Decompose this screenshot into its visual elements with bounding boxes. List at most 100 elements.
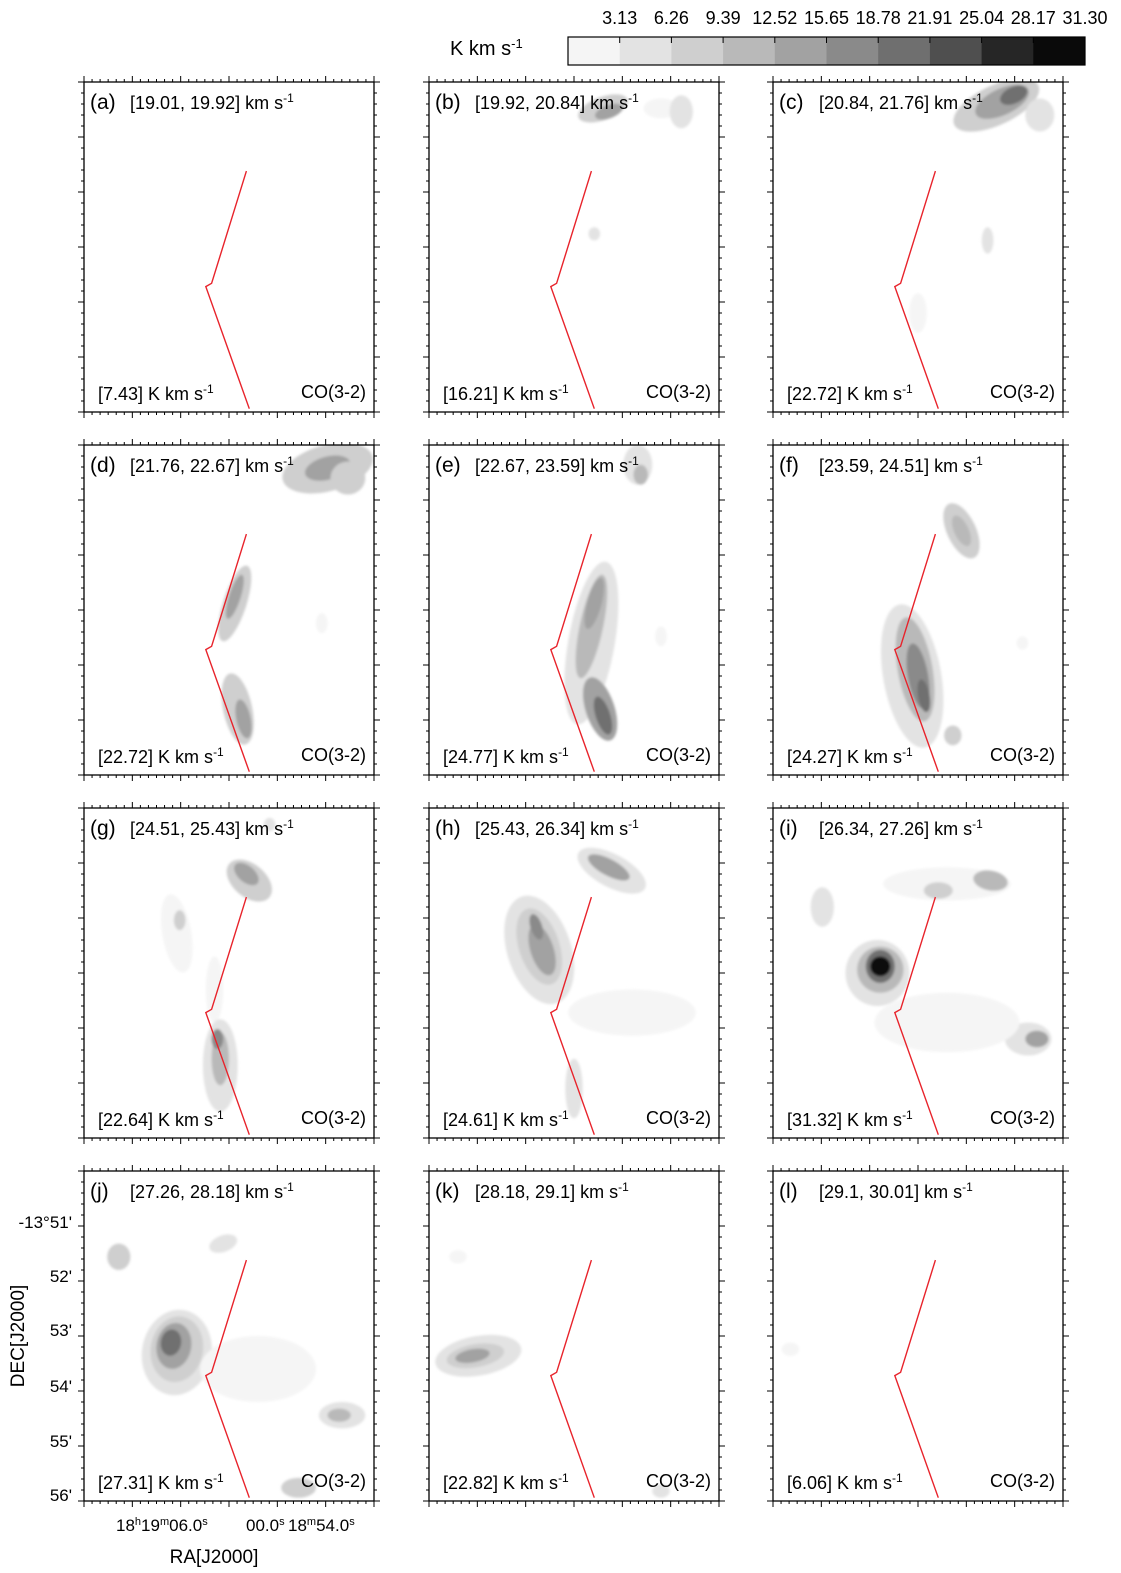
y-tick-label: 56' bbox=[50, 1486, 72, 1505]
emission-contours bbox=[578, 94, 693, 241]
peak-intensity-label: [24.77] K km s-1 bbox=[443, 745, 569, 767]
red-path-line bbox=[204, 170, 250, 409]
red-path-line bbox=[893, 533, 939, 772]
channel-panel-l: (l) [29.1, 30.01] km s-1 [6.06] K km s-1 CO… bbox=[767, 1165, 1069, 1507]
contour-level bbox=[587, 854, 630, 881]
colorbar-segment bbox=[671, 37, 724, 65]
peak-intensity-label: [24.61] K km s-1 bbox=[443, 1108, 569, 1130]
contour-level bbox=[235, 699, 252, 739]
contour-level bbox=[225, 574, 244, 619]
red-path-line bbox=[893, 170, 939, 409]
panel-id-label: (h) bbox=[435, 817, 461, 840]
velocity-range-label: [24.51, 25.43] km s-1 bbox=[130, 817, 294, 839]
contour-level bbox=[160, 894, 193, 973]
contour-level bbox=[1016, 636, 1029, 650]
colorbar-tick-label: 6.26 bbox=[654, 8, 689, 28]
contour-level bbox=[200, 1336, 316, 1402]
panel-id-label: (k) bbox=[435, 1180, 460, 1203]
y-axis-title: DEC[J2000] bbox=[8, 1285, 29, 1387]
contour-level bbox=[565, 1058, 583, 1119]
peak-intensity-label: [24.27] K km s-1 bbox=[787, 745, 913, 767]
emission-contours bbox=[218, 445, 373, 745]
contour-level bbox=[594, 103, 623, 120]
contour-level bbox=[330, 461, 366, 495]
peak-intensity-label: [22.72] K km s-1 bbox=[98, 745, 224, 767]
tracer-label: CO(3-2) bbox=[301, 745, 366, 765]
tracer-label: CO(3-2) bbox=[990, 745, 1055, 765]
tracer-label: CO(3-2) bbox=[301, 1471, 366, 1491]
contour-level bbox=[951, 515, 972, 547]
emission-contours bbox=[781, 1342, 800, 1356]
contour-level bbox=[810, 887, 834, 927]
panel-background bbox=[84, 82, 374, 412]
panel-id-label: (j) bbox=[90, 1180, 109, 1203]
panel-id-label: (c) bbox=[779, 91, 804, 114]
red-path-line bbox=[204, 1259, 250, 1498]
colorbar-tick-label: 28.17 bbox=[1011, 8, 1056, 28]
velocity-range-label: [22.67, 23.59] km s-1 bbox=[475, 454, 639, 476]
panel-background bbox=[773, 1171, 1063, 1501]
panel-background bbox=[773, 808, 1063, 1138]
red-path-line bbox=[549, 170, 595, 409]
contour-level bbox=[874, 992, 1020, 1053]
colorbar-segment bbox=[723, 37, 776, 65]
peak-intensity-label: [27.31] K km s-1 bbox=[98, 1471, 224, 1493]
contour-level bbox=[909, 293, 927, 333]
contour-level bbox=[1025, 98, 1055, 132]
contour-level bbox=[1025, 1030, 1049, 1048]
colorbar-unit-label: K km s-1 bbox=[450, 36, 523, 61]
contour-level bbox=[568, 989, 696, 1036]
colorbar-segment bbox=[929, 37, 983, 65]
emission-contours bbox=[909, 82, 1055, 333]
emission-contours bbox=[880, 503, 1029, 748]
red-path-line bbox=[549, 896, 595, 1135]
contour-level bbox=[669, 95, 693, 129]
contour-level bbox=[449, 1250, 467, 1264]
colorbar-segment bbox=[568, 37, 621, 65]
channel-panel-f: (f) [23.59, 24.51] km s-1 [24.27] K km s-1… bbox=[767, 439, 1069, 781]
peak-intensity-label: [7.43] K km s-1 bbox=[98, 382, 214, 404]
colorbar-tick-label: 21.91 bbox=[907, 8, 952, 28]
colorbar: 3.13 6.26 9.39 12.52 15.65 18.78 21.91 25.04 28.… bbox=[450, 8, 1108, 66]
colorbar-segment bbox=[619, 37, 672, 65]
contour-level bbox=[327, 1408, 351, 1422]
red-path-line bbox=[549, 533, 595, 772]
colorbar-tick-label: 3.13 bbox=[602, 8, 637, 28]
panel-background bbox=[84, 1171, 374, 1501]
channel-panel-b: (b) [19.92, 20.84] km s-1 [16.21] K km s-1… bbox=[423, 76, 725, 418]
contour-level bbox=[316, 613, 328, 634]
colorbar-tick-label: 15.65 bbox=[804, 8, 849, 28]
contour-level bbox=[652, 1484, 670, 1498]
tracer-label: CO(3-2) bbox=[990, 1471, 1055, 1491]
panel-id-label: (a) bbox=[90, 91, 116, 114]
axis-labels: -13°51' 52' 53' 54' 55' 56' DEC[J2000] 18h19m06… bbox=[8, 1213, 355, 1568]
contour-level bbox=[234, 862, 259, 886]
contour-level bbox=[160, 1329, 182, 1356]
panel-id-label: (f) bbox=[779, 454, 799, 477]
channel-panel-h: (h) [25.43, 26.34] km s-1 [24.61] K km s-1… bbox=[423, 802, 725, 1144]
panel-background bbox=[429, 1171, 719, 1501]
tracer-label: CO(3-2) bbox=[301, 382, 366, 402]
contour-level bbox=[209, 1234, 238, 1253]
velocity-range-label: [27.26, 28.18] km s-1 bbox=[130, 1180, 294, 1202]
contour-level bbox=[281, 1477, 316, 1498]
red-path-line bbox=[549, 1259, 595, 1498]
channel-panel-a: (a) [19.01, 19.92] km s-1 [7.43] K km s-1 C… bbox=[78, 76, 380, 418]
contour-level bbox=[529, 914, 544, 940]
channel-panel-j: (j) [27.26, 28.18] km s-1 [27.31] K km s-1… bbox=[78, 1165, 380, 1507]
contour-level bbox=[981, 227, 994, 254]
contour-level bbox=[643, 98, 679, 119]
velocity-range-label: [21.76, 22.67] km s-1 bbox=[130, 454, 294, 476]
red-path-line bbox=[893, 896, 939, 1135]
velocity-range-label: [19.01, 19.92] km s-1 bbox=[130, 91, 294, 113]
contour-level bbox=[107, 1243, 131, 1271]
contour-level bbox=[588, 227, 601, 241]
velocity-range-label: [28.18, 29.1] km s-1 bbox=[475, 1180, 629, 1202]
contour-level bbox=[781, 1342, 800, 1356]
channel-panel-d: (d) [21.76, 22.67] km s-1 [22.72] K km s-1… bbox=[78, 439, 380, 781]
contour-level bbox=[633, 464, 648, 485]
panel-id-label: (b) bbox=[435, 91, 461, 114]
contour-level bbox=[917, 679, 931, 713]
channel-panel-c: (c) [20.84, 21.76] km s-1 [22.72] K km s-1… bbox=[767, 76, 1069, 418]
peak-intensity-label: [22.64] K km s-1 bbox=[98, 1108, 224, 1130]
